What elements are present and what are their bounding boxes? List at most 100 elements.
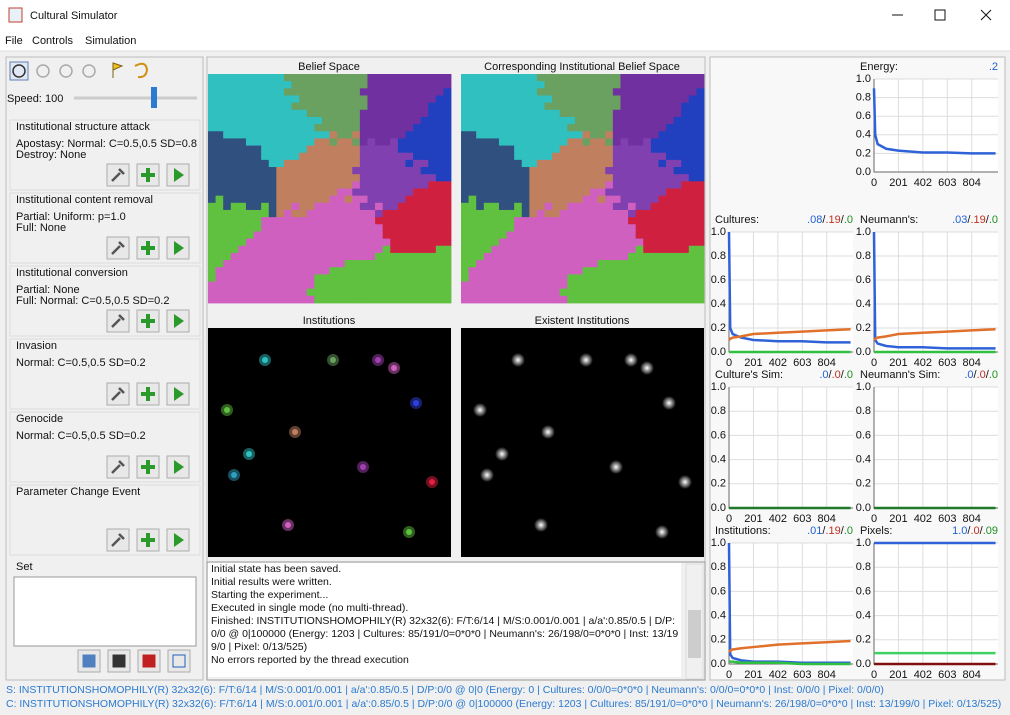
belief-cell	[521, 167, 530, 175]
belief-cell	[559, 74, 568, 82]
set-button[interactable]	[167, 649, 191, 673]
belief-cell	[514, 81, 523, 89]
belief-cell	[238, 252, 247, 261]
belief-cell	[428, 274, 437, 282]
belief-cell	[321, 181, 330, 189]
belief-cell	[283, 224, 292, 232]
belief-cell	[696, 245, 705, 254]
belief-cell	[476, 217, 485, 225]
belief-cell	[337, 145, 346, 154]
undo-icon[interactable]	[134, 62, 149, 79]
belief-cell	[223, 267, 232, 275]
x-tick-label: 201	[744, 357, 762, 369]
belief-cell	[643, 116, 652, 125]
belief-cell	[329, 88, 338, 96]
belief-cell	[582, 116, 591, 125]
belief-cell	[643, 109, 652, 118]
readout-part: /	[829, 369, 833, 381]
belief-cell	[276, 109, 285, 118]
close-button[interactable]	[980, 9, 992, 21]
belief-cell	[567, 102, 576, 111]
belief-cell	[673, 95, 682, 104]
belief-cell	[420, 74, 429, 82]
belief-cell	[268, 95, 277, 104]
belief-cell	[605, 167, 614, 175]
belief-cell	[405, 167, 414, 175]
belief-cell	[658, 81, 667, 89]
belief-cell	[283, 217, 292, 225]
belief-cell	[443, 231, 452, 239]
belief-cell	[375, 252, 384, 261]
belief-cell	[605, 202, 614, 211]
belief-cell	[521, 102, 530, 111]
belief-cell	[435, 88, 444, 96]
belief-cell	[306, 145, 315, 154]
belief-cell	[506, 260, 515, 268]
menu-item[interactable]: Simulation	[85, 35, 136, 47]
belief-cell	[620, 260, 629, 268]
belief-cell	[590, 138, 599, 146]
belief-cell	[635, 145, 644, 154]
belief-cell	[306, 267, 315, 275]
play-icon	[174, 168, 184, 182]
menu-item[interactable]: File	[5, 35, 23, 47]
belief-cell	[688, 81, 697, 89]
y-tick-label: 1.0	[856, 226, 871, 238]
belief-cell	[245, 152, 254, 161]
belief-cell	[413, 159, 422, 168]
belief-cell	[299, 74, 308, 82]
belief-cell	[483, 74, 492, 82]
belief-cell	[544, 260, 553, 268]
y-tick-label: 0.2	[856, 478, 871, 490]
belief-cell	[329, 267, 338, 275]
flag-icon[interactable]	[112, 62, 124, 78]
belief-cell	[688, 102, 697, 111]
belief-cell	[230, 224, 239, 232]
set-list[interactable]	[13, 576, 197, 647]
belief-cell	[567, 281, 576, 290]
belief-cell	[420, 95, 429, 104]
belief-cell	[506, 195, 515, 204]
y-tick-label: 0.4	[711, 298, 726, 310]
set-button-icon	[172, 654, 186, 668]
belief-cell	[443, 288, 452, 297]
belief-cell	[276, 195, 285, 204]
event-detail: Full: Normal: C=0.5,0.5 SD=0.2	[16, 295, 169, 307]
belief-cell	[506, 138, 515, 146]
belief-cell	[443, 88, 452, 96]
belief-cell	[521, 116, 530, 125]
maximize-button[interactable]	[934, 9, 946, 21]
belief-cell	[276, 131, 285, 139]
belief-cell	[359, 202, 368, 211]
belief-cell	[230, 109, 239, 118]
belief-cell	[491, 217, 500, 225]
belief-cell	[382, 88, 391, 96]
belief-cell	[443, 267, 452, 275]
belief-cell	[681, 95, 690, 104]
belief-cell	[291, 74, 300, 82]
belief-cell	[483, 152, 492, 161]
belief-cell	[215, 109, 224, 118]
belief-cell	[483, 238, 492, 247]
belief-cell	[337, 224, 346, 232]
belief-cell	[321, 295, 330, 304]
speed-thumb[interactable]	[151, 87, 157, 108]
log-scroll-thumb[interactable]	[688, 610, 701, 658]
menu-item[interactable]: Controls	[32, 35, 73, 47]
belief-cell	[428, 238, 437, 247]
belief-cell	[329, 138, 338, 146]
belief-cell	[352, 181, 361, 189]
belief-cell	[529, 167, 538, 175]
log-area[interactable]: Initial state has been saved. Initial res…	[208, 563, 681, 677]
belief-cell	[375, 217, 384, 225]
belief-cell	[544, 109, 553, 118]
belief-cell	[498, 124, 507, 132]
belief-cell	[650, 116, 659, 125]
belief-cell	[491, 252, 500, 261]
belief-cell	[390, 116, 399, 125]
belief-cell	[567, 295, 576, 304]
belief-cell	[397, 267, 406, 275]
belief-cell	[253, 217, 262, 225]
belief-cell	[223, 209, 232, 218]
belief-cell	[658, 281, 667, 290]
